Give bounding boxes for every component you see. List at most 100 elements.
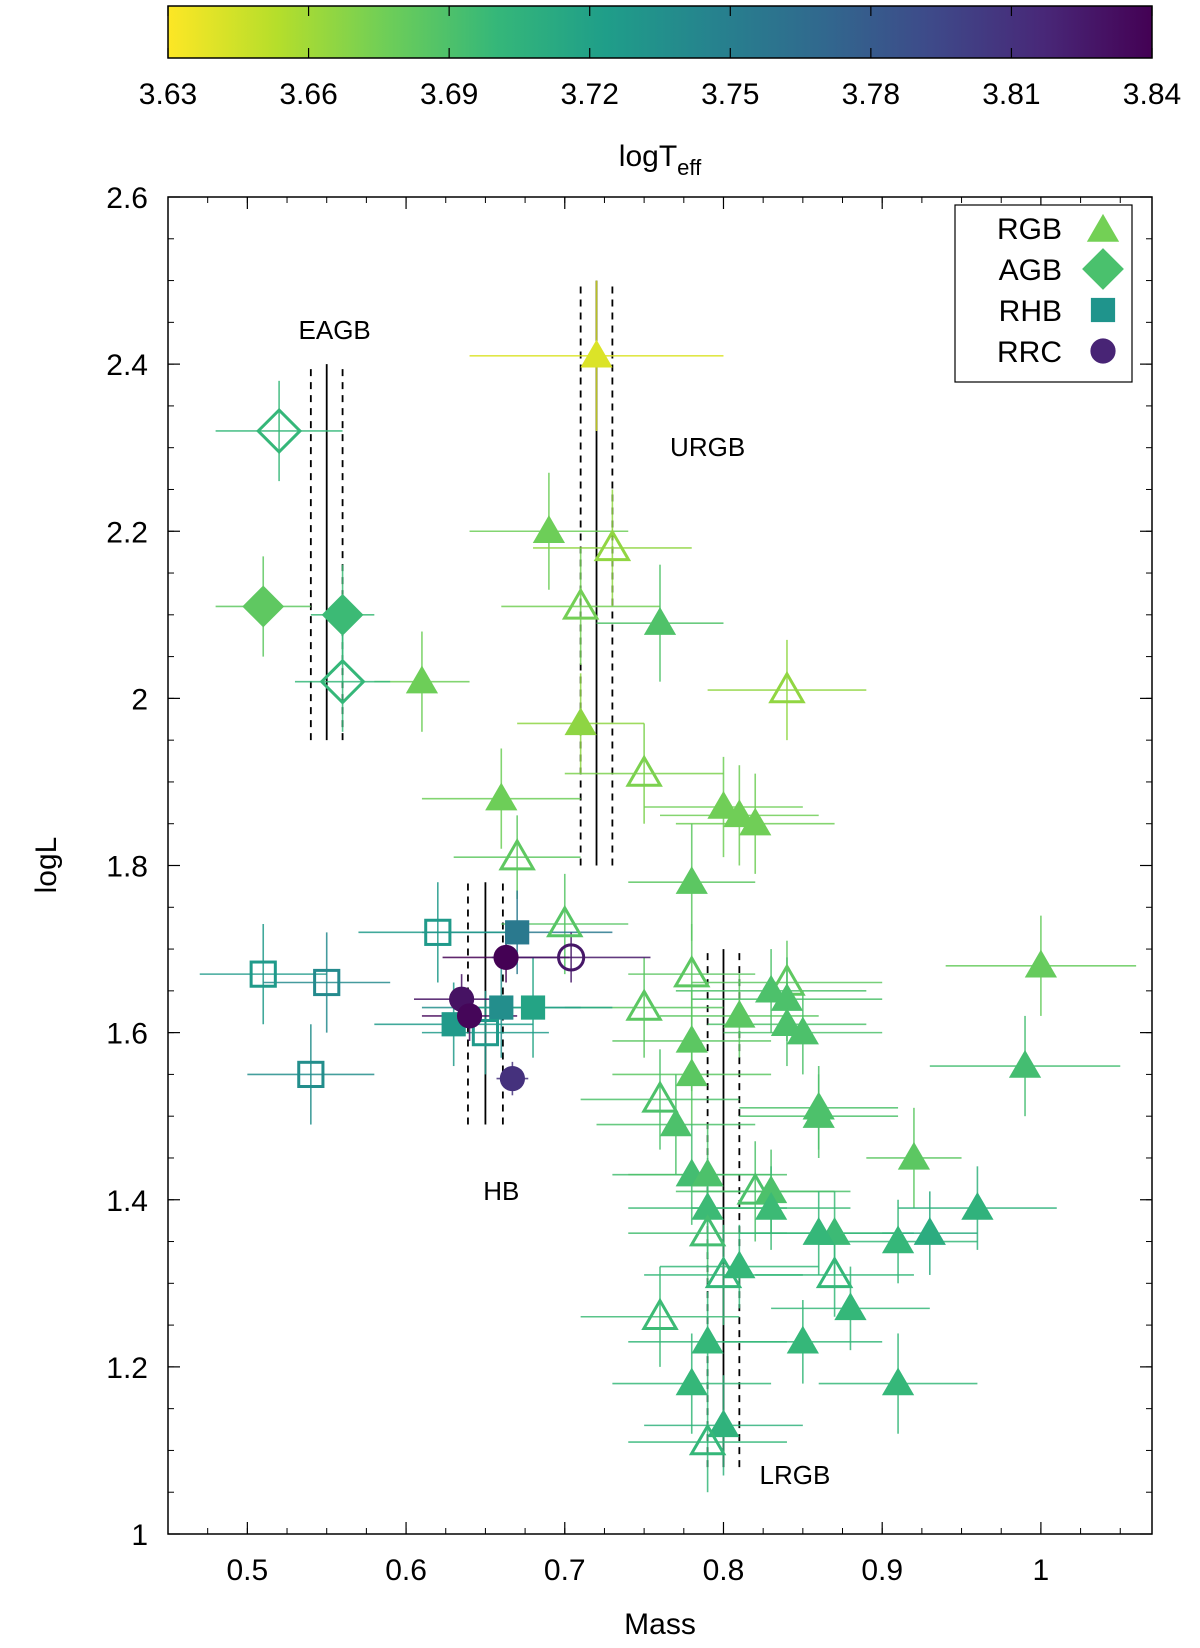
data-point-rrc: [456, 1003, 483, 1029]
region-label: EAGB: [299, 315, 371, 345]
legend-marker-rrc: [1090, 338, 1116, 364]
data-point-rgb: [802, 1100, 835, 1128]
y-tick-label: 2.6: [106, 182, 148, 215]
colorbar-ticks: 3.63 3.66 3.69 3.72 3.75 3.78 3.81 3.84: [139, 6, 1181, 111]
data-point-agb: [242, 585, 285, 628]
data-point-rgb: [786, 1016, 819, 1045]
data-point-rrc: [557, 943, 586, 972]
data-point-rgb: [405, 665, 439, 694]
data-point-rgb: [580, 339, 613, 368]
legend-marker-rhb: [1090, 297, 1116, 323]
legend-label: RRC: [997, 336, 1062, 369]
y-tick-label: 1.6: [106, 1018, 148, 1051]
y-tick-label: 1.4: [106, 1185, 148, 1218]
data-point-rgb: [659, 1108, 692, 1137]
data-point-rhb: [471, 1019, 500, 1047]
x-tick-label: 1: [1033, 1554, 1050, 1587]
colorbar-tick-label: 3.72: [561, 78, 619, 111]
data-point-rgb: [707, 1409, 740, 1438]
legend-marker-rgb: [1086, 213, 1120, 242]
axis-ticks: 0.5 0.6 0.7 0.8 0.9 1 1 1.2 1.4 1.6 1.8 2 2.2 2.4 2.6: [106, 182, 1152, 1587]
x-tick-label: 0.5: [226, 1554, 268, 1587]
data-point-agb: [321, 593, 364, 636]
data-point-rgb: [754, 1175, 788, 1204]
data-point-rgb: [768, 670, 806, 704]
colorbar-tick-label: 3.75: [701, 78, 759, 111]
data-point-rgb: [675, 1058, 708, 1087]
data-point-rgb: [625, 754, 663, 787]
data-point-rgb: [961, 1191, 994, 1220]
data-point-rgb: [485, 782, 518, 811]
data-point-rgb: [688, 1422, 727, 1456]
data-point-rgb: [1024, 949, 1058, 978]
data-point-rgb: [688, 1214, 727, 1247]
data-point-rgb: [786, 1325, 819, 1354]
data-point-rgb: [897, 1141, 931, 1170]
data-point-agb: [256, 407, 303, 454]
data-point-rgb: [641, 1297, 679, 1330]
data-point-rgb: [754, 974, 788, 1003]
data-point-rgb: [707, 790, 740, 819]
data-point-rgb: [675, 1367, 708, 1396]
data-point-rgb: [675, 1024, 708, 1053]
x-tick-label: 0.6: [385, 1554, 427, 1587]
colorbar-tick-label: 3.66: [279, 78, 337, 111]
data-point-agb: [319, 658, 366, 705]
region-label: HB: [483, 1176, 519, 1206]
data-point-rgb: [691, 1325, 724, 1354]
data-point-rgb: [673, 955, 711, 988]
x-axis-label: Mass: [624, 1608, 696, 1641]
y-tick-label: 1: [131, 1519, 148, 1552]
region-labels: EAGB URGB HB LRGB: [299, 315, 831, 1490]
data-point-rgb: [643, 607, 677, 635]
colorbar-gradient: [167, 5, 1153, 59]
legend-label: RHB: [999, 295, 1062, 328]
colorbar-label: logTeff: [619, 140, 702, 180]
data-point-rgb: [913, 1217, 946, 1245]
y-tick-label: 2: [131, 683, 148, 716]
legend: RGB AGB RHB RRC: [954, 204, 1133, 383]
data-point-rgb: [641, 1080, 679, 1113]
data-point-rgb: [532, 515, 566, 543]
data-point-rhb: [520, 995, 546, 1020]
colorbar: 3.63 3.66 3.69 3.72 3.75 3.78 3.81 3.84 logTeff: [139, 5, 1181, 180]
data-point-rgb: [881, 1225, 915, 1254]
data-point-rgb: [564, 707, 597, 736]
markers: [242, 339, 1058, 1456]
data-point-rrc: [499, 1065, 525, 1092]
data-point-rgb: [834, 1292, 867, 1321]
data-point-rgb: [498, 838, 536, 871]
data-point-rhb: [249, 960, 277, 988]
data-point-rgb: [704, 1255, 743, 1289]
region-label: URGB: [670, 432, 745, 462]
data-point-rgb: [675, 866, 708, 894]
data-point-rgb: [815, 1255, 854, 1289]
data-point-rgb: [691, 1191, 724, 1220]
data-point-rgb: [625, 988, 663, 1021]
y-tick-label: 1.8: [106, 851, 148, 884]
data-point-rgb: [723, 999, 756, 1028]
legend-label: RGB: [997, 213, 1062, 246]
region-label: LRGB: [759, 1460, 830, 1490]
data-point-rhb: [313, 968, 341, 997]
data-point-rgb: [770, 983, 804, 1011]
colorbar-tick-label: 3.63: [139, 78, 197, 111]
data-point-rhb: [505, 920, 530, 945]
y-axis-label: logL: [30, 837, 63, 894]
y-tick-label: 2.4: [106, 349, 148, 382]
y-tick-label: 2.2: [106, 516, 148, 549]
legend-label: AGB: [999, 254, 1062, 287]
data-point-rgb: [754, 1191, 788, 1220]
data-point-rgb: [593, 528, 632, 562]
data-point-rgb: [723, 799, 756, 828]
legend-marker-agb: [1082, 248, 1124, 290]
x-tick-label: 0.8: [703, 1554, 745, 1587]
data-point-rgb: [881, 1367, 915, 1396]
colorbar-tick-label: 3.81: [982, 78, 1040, 111]
data-point-rrc: [493, 944, 519, 971]
data-point-rhb: [424, 918, 452, 946]
data-point-rgb: [691, 1158, 724, 1187]
data-point-rhb: [489, 995, 514, 1020]
data-point-rhb: [297, 1060, 325, 1089]
